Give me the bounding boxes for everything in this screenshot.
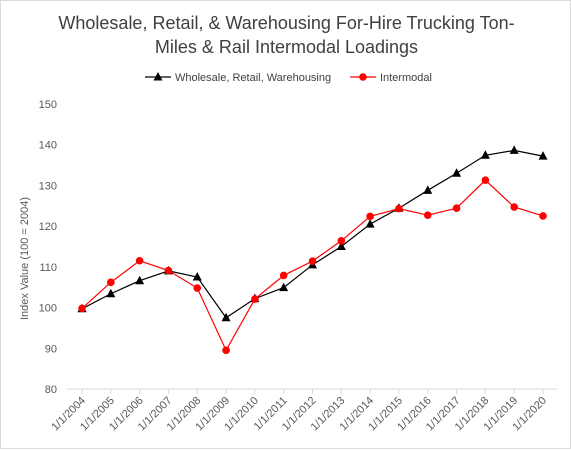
data-point-triangle bbox=[509, 145, 519, 154]
series-line bbox=[81, 149, 544, 319]
data-point-triangle bbox=[192, 272, 202, 281]
data-point-circle bbox=[366, 212, 374, 221]
data-point-triangle bbox=[423, 185, 433, 194]
data-point-circle bbox=[107, 278, 115, 287]
y-tick-label: 100 bbox=[39, 303, 57, 315]
legend-label: Intermodal bbox=[380, 72, 432, 84]
data-point-circle bbox=[510, 203, 518, 211]
data-point-circle bbox=[222, 346, 230, 355]
y-tick-label: 120 bbox=[39, 221, 57, 233]
data-point-circle bbox=[135, 256, 144, 265]
legend-marker-circle bbox=[359, 73, 367, 81]
data-point-circle bbox=[423, 211, 432, 219]
data-point-triangle bbox=[135, 275, 145, 285]
data-point-circle bbox=[481, 176, 490, 184]
legend-marker-triangle bbox=[153, 72, 163, 81]
y-tick-label: 150 bbox=[39, 99, 57, 111]
legend-item: Wholesale, Retail, Warehousing bbox=[145, 72, 331, 84]
y-tick-label: 110 bbox=[39, 262, 57, 274]
series-intermodal bbox=[78, 176, 547, 355]
chart-title-line-2: Miles & Rail Intermodal Loadings bbox=[154, 37, 419, 57]
y-axis-title: Index Value (100 = 2004) bbox=[19, 197, 31, 320]
y-axis: 80 90 100 110 120 130 140 150 Index Value (100 =… bbox=[19, 99, 57, 396]
y-tick-label: 90 bbox=[45, 343, 57, 355]
series-layer bbox=[77, 145, 548, 355]
legend: Wholesale, Retail, Warehousing Intermodal bbox=[145, 72, 432, 84]
data-point-triangle bbox=[365, 219, 375, 228]
x-axis: 1/1/20041/1/20051/1/20061/1/20071/1/2008… bbox=[49, 388, 557, 433]
data-point-triangle bbox=[336, 241, 346, 250]
data-point-circle bbox=[78, 304, 86, 313]
data-point-triangle bbox=[480, 150, 490, 159]
series-wholesale-retail-warehousing bbox=[77, 145, 548, 322]
chart-title-line-1: Wholesale, Retail, & Warehousing For-Hir… bbox=[58, 13, 515, 33]
data-point-circle bbox=[539, 212, 547, 220]
y-tick-label: 130 bbox=[39, 180, 57, 192]
y-tick-label: 140 bbox=[39, 140, 57, 152]
data-point-circle bbox=[164, 266, 173, 275]
data-point-circle bbox=[193, 284, 202, 292]
data-point-triangle bbox=[452, 168, 462, 177]
data-point-circle bbox=[337, 237, 346, 245]
data-point-circle bbox=[395, 204, 403, 213]
legend-item: Intermodal bbox=[350, 72, 432, 84]
data-point-circle bbox=[452, 204, 461, 213]
data-point-circle bbox=[279, 271, 288, 280]
data-point-triangle bbox=[106, 288, 116, 298]
y-tick-label: 80 bbox=[45, 384, 57, 396]
data-point-triangle bbox=[221, 312, 231, 322]
data-point-triangle bbox=[279, 282, 289, 292]
data-point-triangle bbox=[538, 151, 548, 160]
data-point-circle bbox=[251, 295, 259, 303]
legend-label: Wholesale, Retail, Warehousing bbox=[175, 72, 331, 84]
data-point-circle bbox=[308, 257, 317, 265]
